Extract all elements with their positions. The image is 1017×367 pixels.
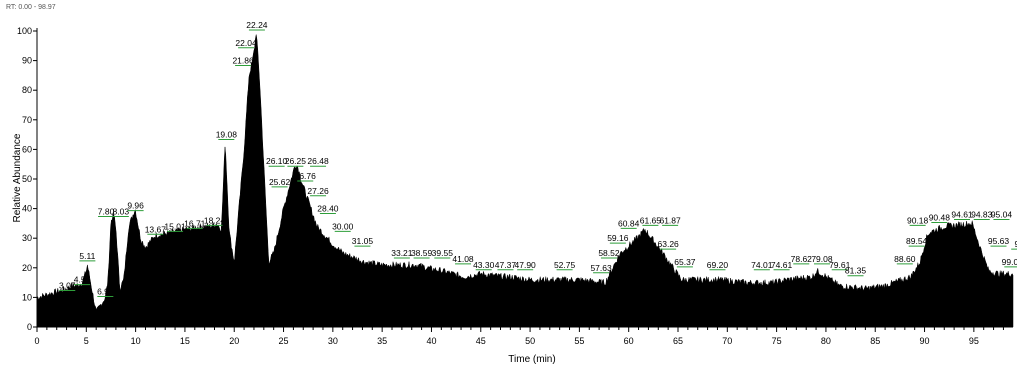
peak-label: 61.87 <box>659 215 681 225</box>
y-tick-label: 70 <box>22 115 32 125</box>
x-tick-label: 75 <box>772 336 782 346</box>
peak-label: 58.52 <box>598 248 620 258</box>
x-tick-label: 15 <box>180 336 190 346</box>
peak-label: 30.00 <box>332 221 354 231</box>
y-tick-label: 60 <box>22 144 32 154</box>
x-tick-label: 95 <box>969 336 979 346</box>
axes: 0 10 20 30 40 50 60 70 80 90 100 0 5 10 15 20 25 30 35 40 45… <box>17 26 1013 346</box>
peak-label: 25.62 <box>269 177 291 187</box>
x-tick-label: 80 <box>821 336 831 346</box>
x-tick-label: 50 <box>525 336 535 346</box>
peak-label: 33.21 <box>391 248 413 258</box>
x-tick-label: 45 <box>476 336 486 346</box>
peak-label: 74.01 <box>751 260 773 270</box>
peak-label: 9.96 <box>127 201 144 211</box>
peak-label: 26.48 <box>307 156 329 166</box>
y-tick-label: 90 <box>22 56 32 66</box>
peak-label-layer: 3.074.57 5.11 6.93 7.808.039.96 13.6715.0116… <box>59 20 1017 297</box>
y-tick-label: 0 <box>27 322 32 332</box>
peak-label: 38.59 <box>411 248 433 258</box>
x-tick-label: 35 <box>377 336 387 346</box>
peak-label: 27.26 <box>307 186 329 196</box>
x-tick-label: 5 <box>84 336 89 346</box>
peak-label: 79.61 <box>829 260 851 270</box>
peak-label: 52.75 <box>554 260 576 270</box>
peak-label: 26.10 <box>266 156 288 166</box>
y-tick-label: 30 <box>22 233 32 243</box>
peak-label: 60.84 <box>618 218 640 228</box>
y-tick-label: 40 <box>22 204 32 214</box>
y-tick-label: 20 <box>22 263 32 273</box>
x-tick-label: 70 <box>722 336 732 346</box>
peak-label: 16.71 <box>184 218 206 228</box>
peak-label: 69.20 <box>707 260 729 270</box>
peak-label: 47.90 <box>515 260 537 270</box>
peak-label: 31.05 <box>352 236 374 246</box>
peak-label: 79.08 <box>811 254 833 264</box>
peak-label: 57.63 <box>590 263 612 273</box>
peak-label: 63.26 <box>658 239 680 249</box>
peak-label: 95.04 <box>991 209 1013 219</box>
peak-label: 99 <box>1014 239 1017 249</box>
peak-area-layer <box>36 34 1014 328</box>
x-tick-label: 90 <box>920 336 930 346</box>
x-tick-label: 65 <box>673 336 683 346</box>
y-tick-label: 100 <box>17 26 32 36</box>
peak-label: 8.03 <box>113 207 130 217</box>
peak-label: 61.65 <box>640 215 662 225</box>
peak-label: 13.67 <box>145 224 167 234</box>
y-tick-label: 50 <box>22 174 32 184</box>
peak-label: 94.61 <box>951 209 973 219</box>
peak-label: 26.25 <box>285 156 307 166</box>
y-axis-title: Relative Abundance <box>12 133 23 222</box>
peak-label: 59.16 <box>607 233 629 243</box>
peak-label: 81.35 <box>845 266 867 276</box>
peak-label: 90.18 <box>907 215 929 225</box>
x-tick-label: 0 <box>34 336 39 346</box>
peak-label: 7.80 <box>98 207 115 217</box>
peak-label: 18.24 <box>204 215 226 225</box>
peak-label: 21.86 <box>232 56 254 66</box>
peak-label: 99.01 <box>1002 257 1017 267</box>
peak-label: 3.07 <box>59 281 76 291</box>
rt-range-header: RT: 0.00 - 98.97 <box>6 4 56 11</box>
peak-label: 28.40 <box>317 204 339 214</box>
x-axis-title: Time (min) <box>508 354 555 365</box>
x-tick-label: 55 <box>574 336 584 346</box>
x-tick-label: 10 <box>131 336 141 346</box>
peak-label: 22.24 <box>246 20 268 30</box>
peak-label: 88.60 <box>894 254 916 264</box>
x-tick-label: 25 <box>279 336 289 346</box>
peak-label: 26.76 <box>295 171 317 181</box>
x-tick-label: 60 <box>624 336 634 346</box>
peak-label: 89.54 <box>906 236 928 246</box>
x-tick-label: 30 <box>328 336 338 346</box>
peak-label: 6.93 <box>97 286 114 296</box>
y-tick-label: 80 <box>22 85 32 95</box>
peak-label: 47.37 <box>495 260 517 270</box>
x-tick-label: 20 <box>229 336 239 346</box>
peak-label: 43.30 <box>473 260 495 270</box>
peak-label: 39.55 <box>432 248 454 258</box>
peak-label: 4.57 <box>74 275 91 285</box>
x-tick-label: 85 <box>870 336 880 346</box>
y-tick-label: 10 <box>22 292 32 302</box>
peak-label: 90.48 <box>929 212 951 222</box>
chromatogram-trace <box>36 34 1014 328</box>
x-tick-label: 40 <box>426 336 436 346</box>
peak-label: 41.08 <box>452 254 474 264</box>
peak-label: 65.37 <box>674 257 696 267</box>
peak-label: 15.01 <box>164 221 186 231</box>
peak-label: 19.08 <box>216 130 238 140</box>
peak-label: 5.11 <box>79 251 95 261</box>
peak-label: 94.83 <box>971 209 993 219</box>
peak-label: 22.04 <box>235 38 257 48</box>
peak-label: 78.62 <box>791 254 813 264</box>
peak-label: 95.63 <box>988 236 1010 246</box>
peak-label: 74.61 <box>771 260 793 270</box>
